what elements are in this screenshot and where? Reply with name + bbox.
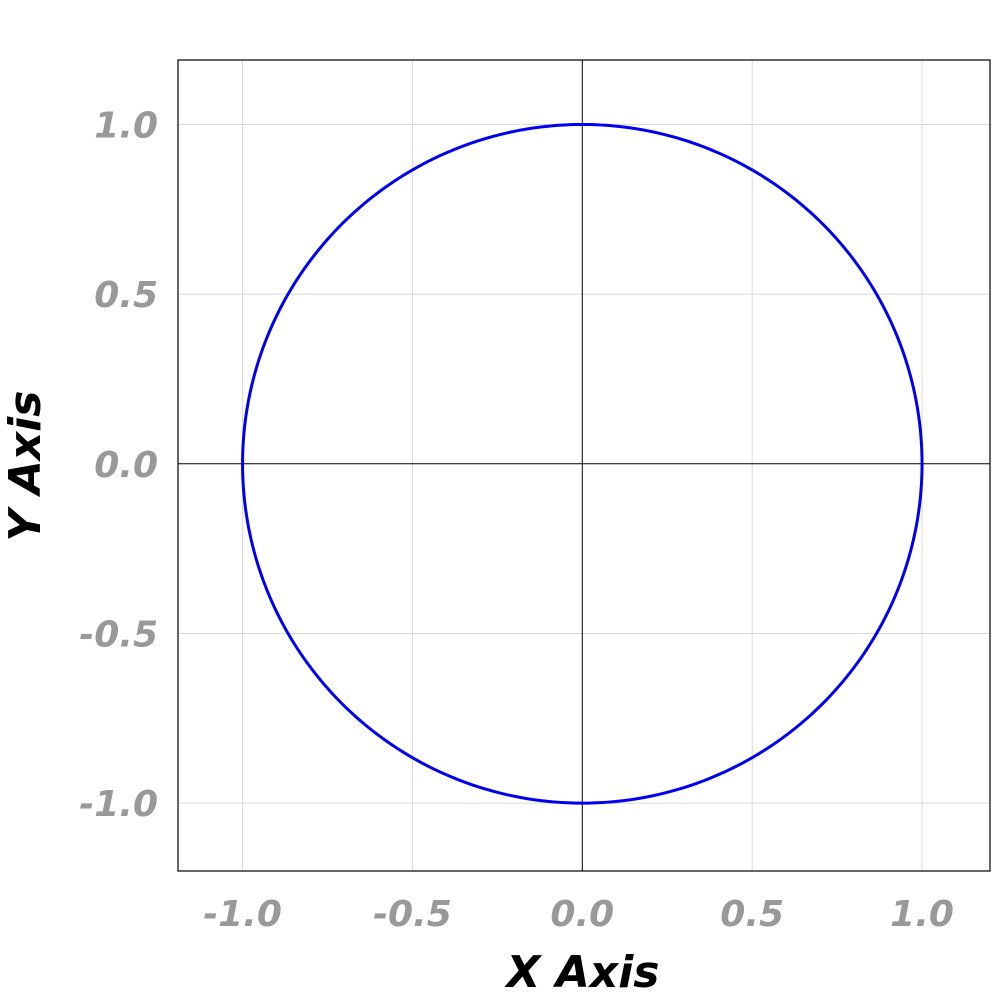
zero-lines (178, 60, 990, 871)
x-tick-label-1: -0.5 (373, 894, 452, 935)
series-layer (241, 122, 924, 805)
series-line-0 (241, 122, 924, 805)
y-tick-label-3: -0.5 (79, 614, 158, 655)
grid-lines (178, 60, 990, 871)
x-tick-label-4: 1.0 (890, 894, 954, 935)
y-tick-label-0: 1.0 (94, 105, 158, 146)
y-axis-title: Y Axis (0, 391, 51, 542)
y-tick-label-2: 0.0 (94, 445, 158, 486)
y-tick-label-1: 0.5 (94, 275, 158, 316)
y-tick-label-4: -1.0 (79, 784, 158, 825)
x-tick-label-3: 0.5 (720, 894, 784, 935)
y-tick-labels: 1.0 0.5 0.0 -0.5 -1.0 (79, 105, 158, 825)
x-axis-title: X Axis (504, 947, 660, 998)
x-tick-label-2: 0.0 (550, 894, 614, 935)
x-tick-labels: -1.0 -0.5 0.0 0.5 1.0 (203, 894, 954, 935)
plot-area-frame (177, 59, 991, 872)
x-tick-label-0: -1.0 (203, 894, 282, 935)
